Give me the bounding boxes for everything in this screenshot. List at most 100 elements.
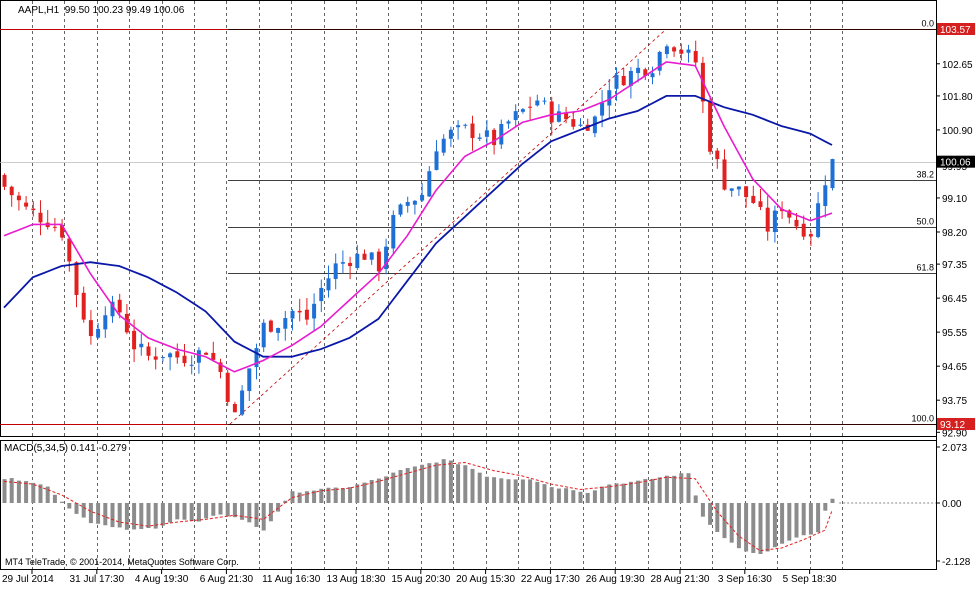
macd-bar: [643, 479, 648, 503]
macd-bar: [592, 490, 597, 503]
macd-bar: [384, 476, 389, 503]
candle-up-body: [340, 262, 345, 264]
candle-up-body: [600, 102, 605, 116]
candle-down-body: [787, 210, 792, 218]
candle-up-body: [463, 124, 468, 126]
fibo-level-label: 0.0: [921, 19, 934, 29]
macd-bar: [477, 472, 482, 503]
candle-down-body: [672, 47, 677, 52]
candle-up-body: [650, 73, 655, 78]
macd-bar: [484, 476, 489, 503]
candle-down-body: [693, 50, 698, 63]
macd-bar: [657, 477, 662, 503]
candle-down-body: [470, 123, 475, 139]
symbol-header: AAPL,H1 99.50 100.23 99.49 100.06: [18, 5, 184, 16]
candle-up-body: [290, 310, 295, 319]
price-tick-label: 94.65: [942, 362, 967, 373]
macd-bar: [52, 494, 57, 503]
candle-up-body: [520, 109, 525, 112]
price-tick-label: 95.55: [942, 328, 967, 339]
candle-up-body: [254, 348, 259, 368]
macd-bar: [787, 503, 792, 541]
macd-tick-label: -2.128: [942, 557, 971, 568]
candle-down-body: [74, 262, 79, 295]
candle-up-body: [607, 90, 612, 106]
candle-up-body: [506, 121, 511, 124]
macd-bar: [441, 459, 446, 503]
price-tick-label: 92.90: [942, 428, 967, 439]
candle-down-body: [16, 195, 21, 201]
macd-bar: [376, 478, 381, 503]
macd-bar: [535, 481, 540, 503]
candle-down-body: [24, 202, 29, 207]
macd-bar: [88, 503, 93, 524]
candle-up-body: [261, 322, 266, 348]
candle-down-body: [9, 186, 14, 196]
macd-bar: [715, 503, 720, 532]
candle-up-body: [628, 71, 633, 86]
macd-bar: [168, 503, 173, 523]
macd-bar: [211, 503, 216, 516]
macd-bar: [326, 487, 331, 503]
copyright-text: MT4 TeleTrade, © 2001-2014, MetaQuotes S…: [5, 557, 239, 567]
candle-up-body: [420, 194, 425, 201]
candle-down-body: [362, 253, 367, 260]
candle-up-body: [276, 328, 281, 333]
candle-up-body: [247, 368, 252, 392]
macd-bar: [700, 503, 705, 517]
macd-bar: [24, 481, 29, 503]
macd-bar: [456, 464, 461, 503]
time-tick-label: 29 Jul 2014: [2, 574, 54, 585]
candle-down-body: [564, 113, 569, 120]
macd-bar: [506, 479, 511, 503]
candle-up-body: [283, 318, 288, 329]
macd-bar: [304, 491, 309, 503]
macd-bar: [549, 487, 554, 503]
macd-bar: [585, 492, 590, 503]
candle-down-body: [758, 201, 763, 208]
macd-bar: [614, 483, 619, 503]
price-tick-label: 99.10: [942, 194, 967, 205]
macd-bar: [348, 487, 353, 503]
macd-bar: [571, 490, 576, 503]
candle-up-body: [398, 204, 403, 215]
candle-down-body: [117, 299, 122, 313]
candle-down-body: [81, 292, 86, 320]
macd-bar: [628, 481, 633, 503]
candle-up-body: [729, 188, 734, 191]
macd-bar: [9, 478, 14, 503]
macd-bar: [146, 503, 151, 528]
candle-up-body: [578, 124, 583, 126]
macd-bar: [297, 492, 302, 503]
macd-bar: [513, 479, 518, 503]
price-tick-label: 100.90: [942, 126, 973, 137]
candle-down-body: [801, 223, 806, 237]
macd-bar: [528, 479, 533, 503]
candle-down-body: [376, 251, 381, 272]
candle-down-body: [297, 310, 302, 313]
macd-bar: [319, 488, 324, 503]
macd-bar: [333, 487, 338, 503]
macd-bar: [794, 503, 799, 538]
macd-bar: [96, 503, 101, 524]
time-tick-label: 3 Sep 16:30: [718, 574, 772, 585]
macd-bar: [758, 503, 763, 554]
candle-up-body: [369, 252, 374, 260]
candle-down-body: [124, 313, 129, 333]
macd-bar: [268, 503, 273, 522]
candle-up-body: [427, 171, 432, 197]
macd-bar: [117, 503, 122, 528]
fibo-low-label-bg: [937, 418, 975, 430]
macd-bar: [45, 486, 50, 503]
macd-tick-label: 0.00: [942, 499, 962, 510]
macd-bar: [31, 482, 36, 503]
macd-bar: [520, 479, 525, 503]
candle-down-body: [679, 49, 684, 54]
macd-bar: [744, 503, 749, 552]
macd-bar: [470, 468, 475, 503]
candle-up-body: [448, 129, 453, 139]
macd-bar: [830, 498, 835, 503]
time-tick-label: 26 Aug 19:30: [586, 574, 645, 585]
